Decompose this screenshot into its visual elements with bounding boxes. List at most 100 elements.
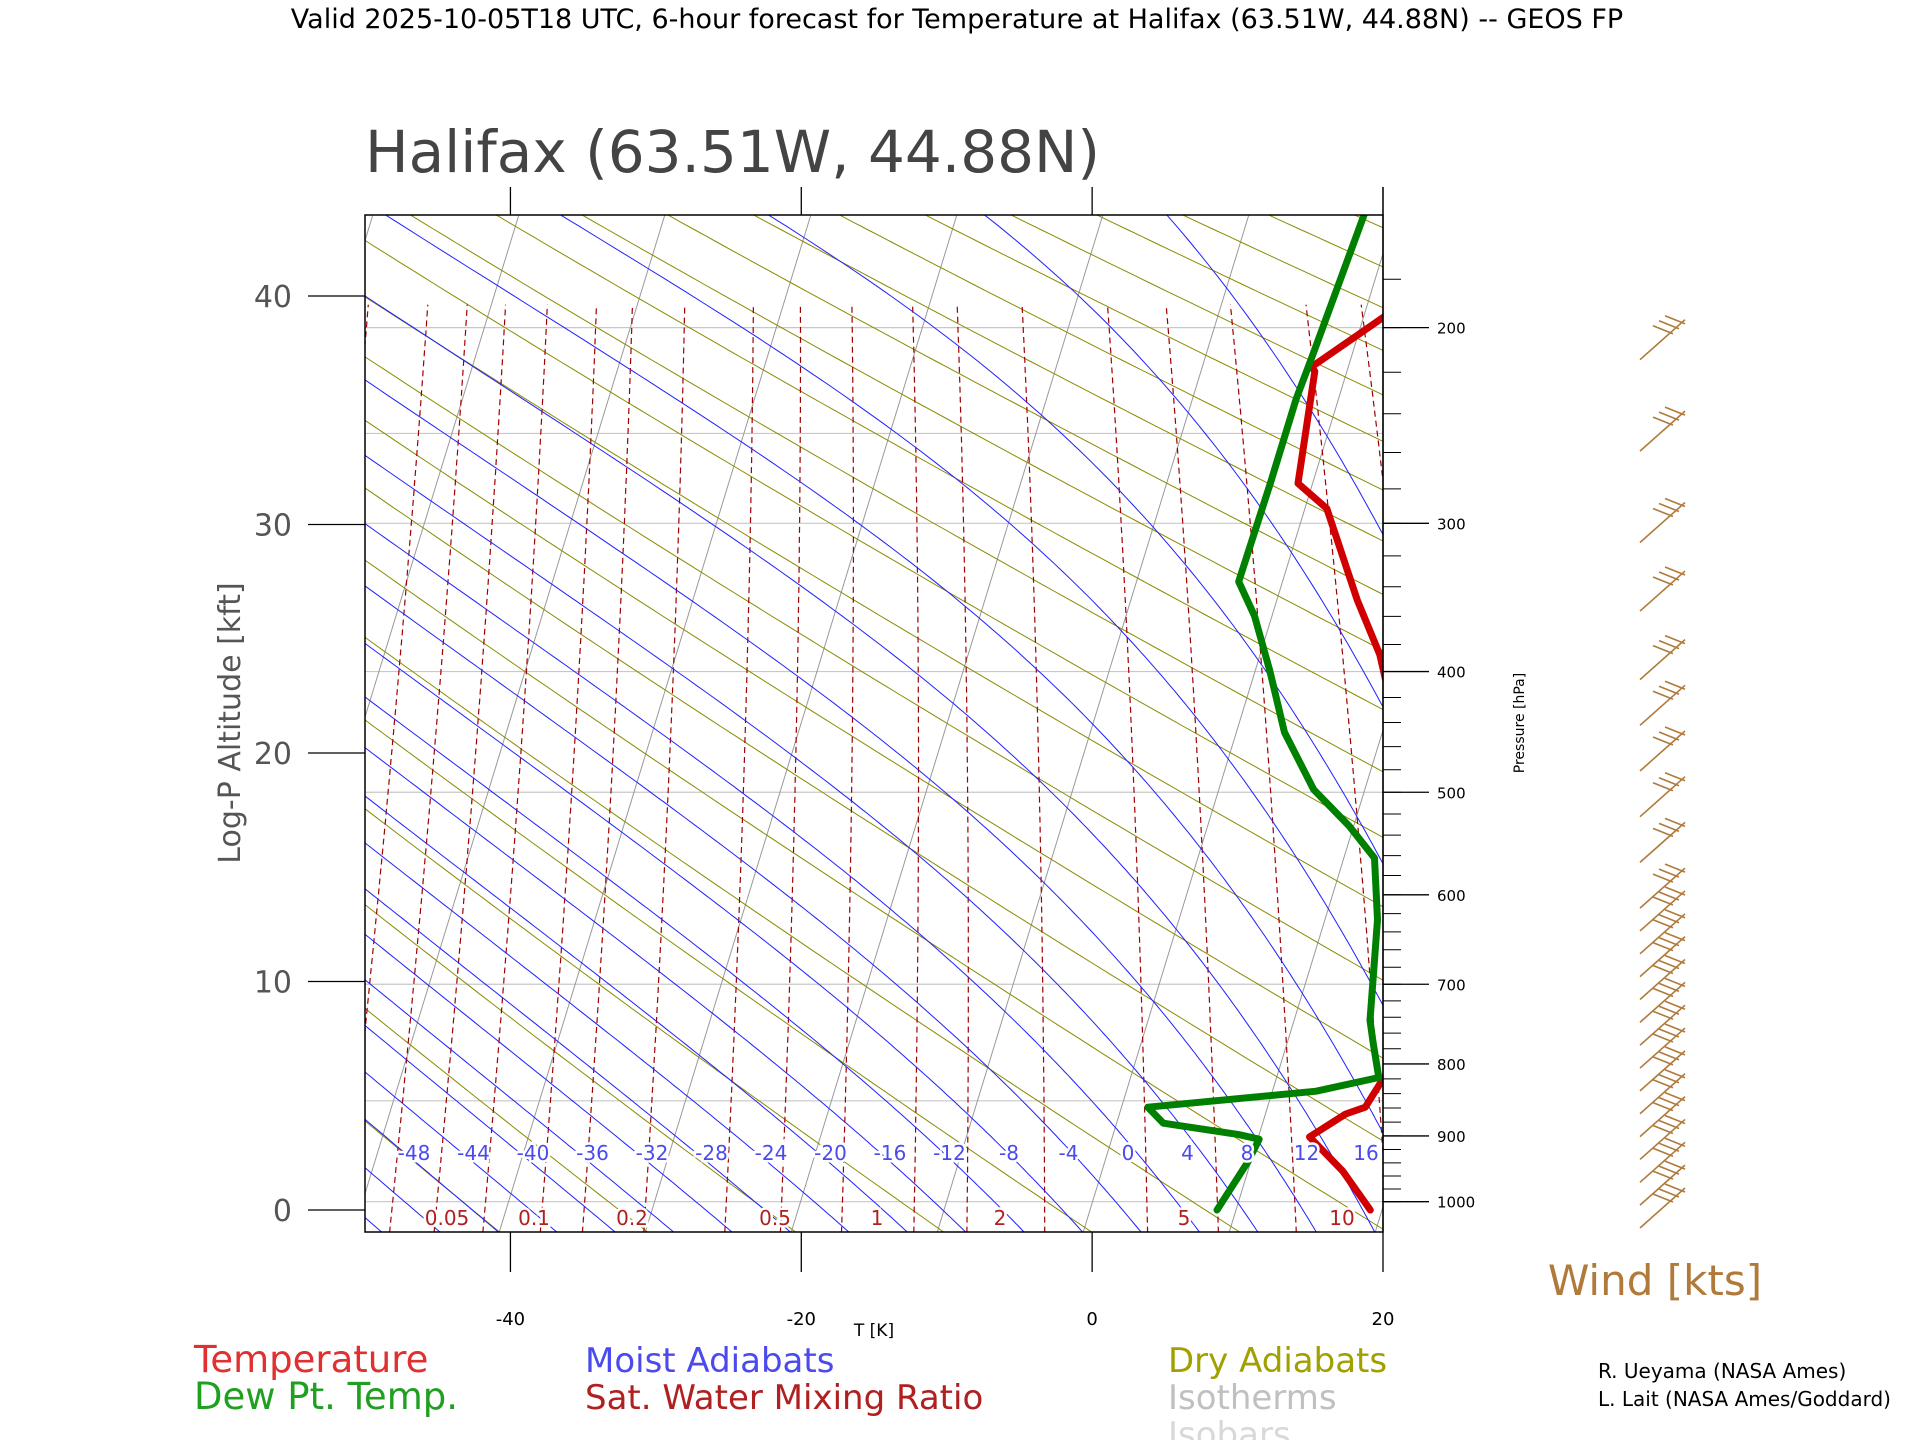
dry-adiabat <box>581 215 1383 652</box>
wind-barb-flag <box>1658 1142 1680 1153</box>
thermo-grid <box>0 182 1383 1256</box>
moist-adiabat-label: -28 <box>695 1141 728 1165</box>
wind-barb-flag <box>1664 497 1686 508</box>
mixing-ratio-line <box>365 304 429 1036</box>
wind-barb-flag <box>1658 502 1680 513</box>
mixing-ratio-label: 0.05 <box>425 1206 470 1230</box>
wind-barb-flag <box>1664 1000 1686 1010</box>
wind-barb-flag <box>1658 731 1680 741</box>
wind-barb-flag <box>1664 1114 1686 1125</box>
mixing-ratio-label: 0.1 <box>518 1206 550 1230</box>
wind-barb-flag <box>1652 324 1674 335</box>
wind-barb-flag <box>1658 776 1680 787</box>
pressure-tick-label: 300 <box>1437 515 1466 533</box>
chart-title: Halifax (63.51W, 44.88N) <box>365 118 1100 186</box>
moist-adiabat-label: 8 <box>1241 1141 1254 1165</box>
wind-barb <box>1639 1091 1686 1138</box>
wind-barb-flag <box>1658 822 1680 833</box>
legend-dewpoint: Dew Pt. Temp. <box>194 1375 458 1418</box>
wind-barb <box>1639 1183 1686 1229</box>
wind-barb-staff <box>1639 1027 1686 1069</box>
wind-barb-flag <box>1652 781 1674 792</box>
legend-isotherms: Isotherms <box>1168 1378 1337 1418</box>
wind-barb-flag <box>1652 507 1674 518</box>
y-tick-label: 10 <box>254 966 292 1001</box>
moist-adiabat-label: 0 <box>1122 1141 1135 1165</box>
wind-barb <box>1639 817 1686 863</box>
pressure-tick-label: 700 <box>1437 976 1466 994</box>
y-axis-label: Log-P Altitude [kft] <box>213 582 248 863</box>
isotherm-line <box>0 182 91 1256</box>
wind-barb <box>1639 1069 1686 1115</box>
wind-barb-flag <box>1658 1028 1680 1038</box>
moist-adiabat-label: -36 <box>576 1141 609 1165</box>
wind-barb-staff <box>1639 936 1686 978</box>
mixing-ratio-label: 10 <box>1329 1206 1354 1230</box>
wind-barb-flag <box>1652 1170 1674 1180</box>
moist-adiabat <box>365 979 675 1232</box>
mixing-ratio-line <box>724 304 754 1232</box>
moist-adiabat <box>365 696 1025 1232</box>
moist-adiabat <box>365 642 1084 1232</box>
mixing-ratio-line <box>643 304 686 1232</box>
isotherm-line <box>790 215 1104 1232</box>
mixing-ratio-line <box>912 304 920 1232</box>
wind-barb-flag <box>1658 1005 1680 1015</box>
wind-barb <box>1639 566 1686 612</box>
x-tick-label: -40 <box>496 1309 525 1330</box>
wind-barb-flag <box>1652 1147 1674 1158</box>
legend-moist-adiabats: Moist Adiabats <box>585 1341 834 1381</box>
wind-barb-staff <box>1639 1073 1686 1115</box>
wind-barb-flag <box>1664 977 1686 988</box>
wind-barb <box>1639 886 1686 932</box>
moist-adiabat-label: -24 <box>755 1141 788 1165</box>
wind-barb-flag <box>1652 987 1674 998</box>
dry-adiabat <box>752 215 1383 542</box>
wind-barb <box>1639 680 1686 726</box>
wind-barb-flag <box>1652 1193 1674 1203</box>
pressure-tick-label: 400 <box>1437 664 1466 682</box>
wind-barb-flag <box>1658 411 1680 421</box>
moist-adiabat <box>365 933 733 1232</box>
wind-barb-flag <box>1664 954 1686 965</box>
mixing-ratio-line <box>581 304 634 1232</box>
mixing-ratio-line <box>539 304 598 1232</box>
wind-barb <box>1639 314 1686 361</box>
credit-lait: L. Lait (NASA Ames/Goddard) <box>1598 1387 1891 1411</box>
mixing-ratio-label: 0.2 <box>616 1206 648 1230</box>
moist-adiabat <box>365 1216 383 1232</box>
wind-barb-flag <box>1658 685 1680 696</box>
dry-adiabat <box>409 215 1383 773</box>
dry-adiabat <box>365 239 1383 838</box>
wind-barb-flag <box>1664 726 1686 736</box>
wind-barb-staff <box>1639 1164 1686 1206</box>
legend-isobars: Isobars <box>1168 1415 1291 1440</box>
pressure-tick-label: 500 <box>1437 784 1466 802</box>
wind-barb-flag <box>1652 690 1674 701</box>
pressure-tick-label: 1000 <box>1437 1194 1475 1212</box>
dry-adiabat <box>365 636 1241 1232</box>
wind-barb-flag <box>1658 1074 1680 1084</box>
wind-barb <box>1639 931 1686 978</box>
wind-barb-staff <box>1639 821 1686 863</box>
wind-barb-flag <box>1664 566 1686 576</box>
dry-adiabat <box>1353 215 1383 229</box>
wind-barb-staff <box>1639 501 1686 544</box>
dry-adiabat <box>1181 215 1383 309</box>
wind-barb-flag <box>1664 406 1686 416</box>
y-tick-label: 30 <box>254 509 292 544</box>
wind-barb-flag <box>1658 891 1680 901</box>
moist-adiabat-label: 4 <box>1181 1141 1194 1165</box>
wind-barb-flag <box>1652 1010 1674 1020</box>
wind-barb-flag <box>1652 1056 1674 1066</box>
mixing-ratio-label: 0.5 <box>759 1206 791 1230</box>
mixing-ratio-line <box>1165 304 1219 1232</box>
wind-barb-flag <box>1664 1091 1686 1102</box>
wind-barb-flag <box>1658 319 1680 330</box>
legend-temperature: Temperature <box>193 1338 428 1381</box>
dry-adiabat <box>495 215 1383 711</box>
moist-adiabat <box>365 1118 500 1232</box>
profile-series <box>1144 215 1383 1214</box>
wind-barb-staff <box>1639 570 1686 612</box>
